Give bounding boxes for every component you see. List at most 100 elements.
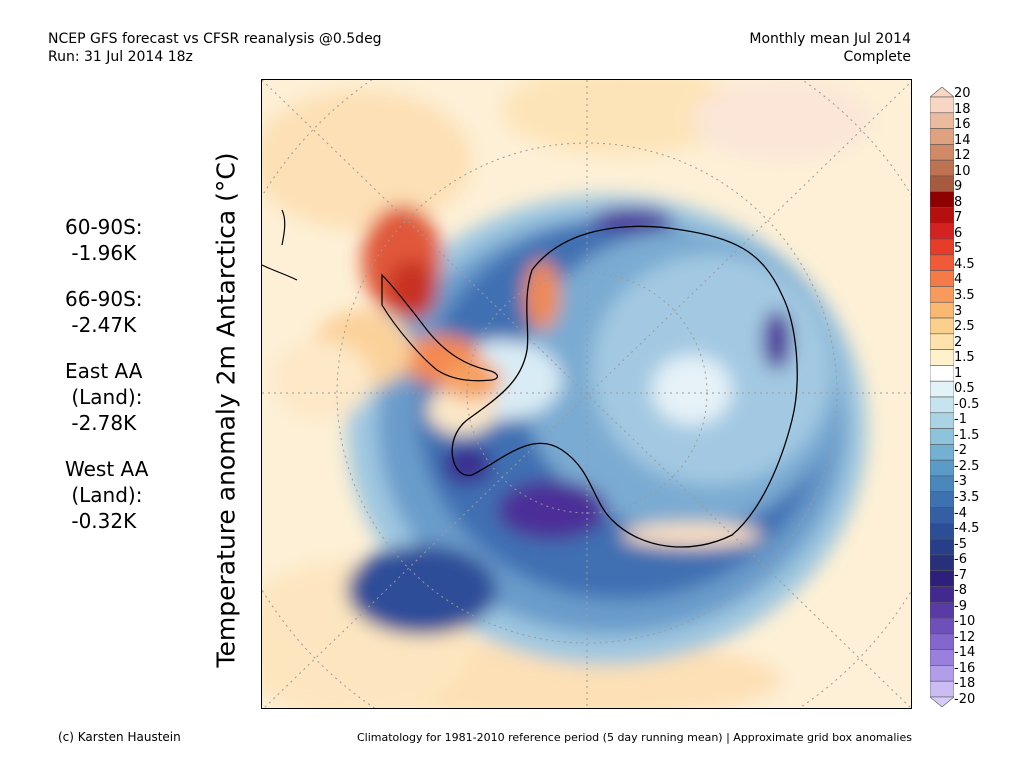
- colorbar-box: [930, 649, 954, 666]
- colorbar-tick-label: 9: [954, 179, 963, 195]
- colorbar-tick-label: -16: [954, 660, 976, 676]
- south-america-tip: [262, 209, 298, 281]
- colorbar-box: [930, 538, 954, 556]
- stat-line: -2.47K: [65, 313, 137, 337]
- colorbar-box: [930, 175, 954, 193]
- stat-line: (Land):: [65, 483, 143, 507]
- colorbar-box: [930, 270, 954, 287]
- colorbar-tick-label: -4.5: [954, 521, 980, 537]
- colorbar-tick-label: 1.5: [954, 350, 975, 366]
- colorbar-box: [930, 617, 954, 635]
- stat-block: 60-90S: -1.96K: [65, 214, 148, 266]
- stat-block: West AA (Land): -0.32K: [65, 456, 148, 534]
- colorbar-arrow-bottom: [930, 696, 954, 707]
- colorbar-box: [930, 333, 954, 350]
- colorbar-box: [930, 396, 954, 414]
- colorbar-arrow-top: [930, 87, 954, 98]
- colorbar-tick-label: -5: [954, 536, 967, 552]
- stat-line: East AA: [65, 359, 143, 383]
- colorbar-box: [930, 586, 954, 603]
- colorbar-box: [930, 491, 954, 508]
- colorbar-tick-label: 3: [954, 303, 963, 319]
- stat-block: 66-90S: -2.47K: [65, 286, 148, 338]
- colorbar-tick-label: -20: [954, 692, 976, 707]
- colorbar-tick-label: -2.5: [954, 458, 980, 474]
- colorbar: [930, 87, 954, 707]
- stat-line: West AA: [65, 457, 149, 481]
- stat-line: -0.32K: [65, 509, 137, 533]
- colorbar-tick-label: -9: [954, 598, 967, 614]
- colorbar-tick-label: 4.5: [954, 256, 975, 272]
- colorbar-tick-label: 2: [954, 334, 963, 350]
- antarctica-coastline: [451, 225, 798, 548]
- colorbar-box: [930, 633, 954, 650]
- colorbar-box: [930, 207, 954, 224]
- colorbar-box: [930, 286, 954, 303]
- colorbar-tick-label: 6: [954, 225, 963, 241]
- stat-line: 60-90S:: [65, 215, 143, 239]
- colorbar-tick-label: 8: [954, 194, 963, 210]
- colorbar-tick-label: 16: [954, 117, 971, 133]
- colorbar-tick-label: 12: [954, 148, 971, 164]
- copyright: (c) Karsten Haustein: [58, 730, 181, 744]
- stat-block: East AA (Land): -2.78K: [65, 358, 148, 436]
- anomaly-field: [262, 80, 872, 708]
- stat-line: 66-90S:: [65, 287, 143, 311]
- colorbar-tick-label: -0.5: [954, 396, 980, 412]
- stat-line: -2.78K: [65, 411, 137, 435]
- colorbar-box: [930, 680, 954, 698]
- colorbar-tick-label: -7: [954, 567, 967, 583]
- period-title: Monthly mean Jul 2014: [749, 31, 911, 47]
- peninsula-coastline: [381, 273, 499, 382]
- stat-line: (Land):: [65, 385, 143, 409]
- header-right: Monthly mean Jul 2014 Complete: [749, 30, 911, 66]
- antarctica-anomaly-map: [261, 79, 912, 709]
- colorbar-tick-label: 1: [954, 365, 963, 381]
- colorbar-box: [930, 380, 954, 398]
- status-text: Complete: [843, 49, 911, 65]
- graticule: [262, 80, 911, 708]
- colorbar-tick-label: 0.5: [954, 381, 975, 397]
- colorbar-box: [930, 223, 954, 240]
- colorbar-box: [930, 365, 954, 382]
- colorbar-tick-label: -12: [954, 629, 976, 645]
- colorbar-box: [930, 507, 954, 524]
- colorbar-box: [930, 96, 954, 114]
- colorbar-box: [930, 570, 954, 587]
- colorbar-box: [930, 412, 954, 429]
- colorbar-tick-label: 4: [954, 272, 963, 288]
- colorbar-tick-label: -14: [954, 645, 976, 661]
- model-title: NCEP GFS forecast vs CFSR reanalysis @0.…: [48, 31, 382, 47]
- colorbar-tick-label: 10: [954, 163, 971, 179]
- header-left: NCEP GFS forecast vs CFSR reanalysis @0.…: [48, 30, 382, 66]
- colorbar-box: [930, 349, 954, 366]
- colorbar-tick-label: 14: [954, 132, 971, 148]
- colorbar-tick-label: -4: [954, 505, 967, 521]
- colorbar-tick-label: 3.5: [954, 288, 975, 303]
- colorbar-box: [930, 428, 954, 445]
- colorbar-box: [930, 159, 954, 177]
- colorbar-tick-label: -2: [954, 443, 967, 459]
- colorbar-tick-label: 20: [954, 86, 971, 101]
- stat-line: -1.96K: [65, 241, 137, 265]
- colorbar-box: [930, 601, 954, 619]
- colorbar-box: [930, 665, 954, 682]
- colorbar-tick-label: -18: [954, 676, 976, 692]
- y-axis-label: Temperature anomaly 2m Antarctica (°C): [211, 152, 241, 668]
- colorbar-box: [930, 238, 954, 256]
- colorbar-box: [930, 523, 954, 540]
- colorbar-box: [930, 301, 954, 319]
- colorbar-box: [930, 554, 954, 571]
- run-time: Run: 31 Jul 2014 18z: [48, 49, 193, 65]
- stats-panel: 60-90S: -1.96K 66-90S: -2.47K East AA (Lan…: [65, 214, 148, 554]
- colorbar-tick-label: -6: [954, 552, 967, 568]
- map-svg: [262, 80, 911, 708]
- colorbar-box: [930, 317, 954, 335]
- colorbar-tick-label: 18: [954, 101, 971, 117]
- colorbar-box: [930, 475, 954, 493]
- colorbar-tick-label: -8: [954, 583, 967, 599]
- colorbar-tick-label: 7: [954, 210, 963, 226]
- colorbar-tick-label: -3.5: [954, 490, 980, 505]
- colorbar-box: [930, 112, 954, 129]
- colorbar-box: [930, 444, 954, 461]
